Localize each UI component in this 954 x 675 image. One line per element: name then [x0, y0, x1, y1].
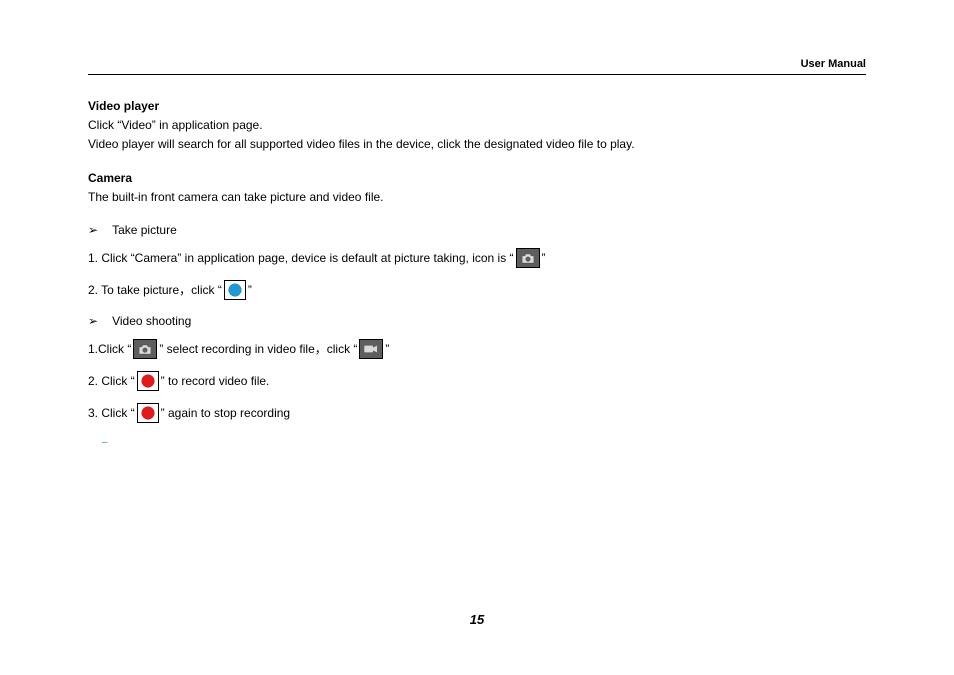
record-icon: [137, 403, 159, 423]
camera-section: Camera The built-in front camera can tak…: [88, 169, 866, 207]
vs-step1-text-c: ”: [385, 340, 389, 359]
video-shooting-label: Video shooting: [112, 312, 191, 331]
video-player-line2: Video player will search for all support…: [88, 135, 866, 154]
vs-step1-text-b: ” select recording in video file，click “: [159, 340, 357, 359]
header-divider: [88, 74, 866, 75]
chevron-icon: ➢: [88, 312, 98, 331]
take-picture-step2: 2. To take picture，click “ ”: [88, 280, 866, 300]
vs-step2-text-b: ” to record video file.: [161, 372, 270, 391]
page-number: 15: [0, 612, 954, 627]
record-icon: [137, 371, 159, 391]
take-picture-label: Take picture: [112, 221, 177, 240]
camera-heading: Camera: [88, 169, 866, 188]
video-player-heading: Video player: [88, 97, 866, 116]
video-shooting-step3: 3. Click “ ” again to stop recording: [88, 403, 866, 423]
video-shooting-bullet: ➢ Video shooting: [88, 312, 866, 331]
manual-page: User Manual Video player Click “Video” i…: [0, 0, 954, 675]
tp-step1-text-a: 1. Click “Camera” in application page, d…: [88, 249, 514, 268]
vs-step1-text-a: 1.Click “: [88, 340, 131, 359]
video-player-line1: Click “Video” in application page.: [88, 116, 866, 135]
take-picture-bullet: ➢ Take picture: [88, 221, 866, 240]
videocam-icon: [359, 339, 383, 359]
camera-intro: The built-in front camera can take pictu…: [88, 188, 866, 207]
camera-icon: [133, 339, 157, 359]
header-title: User Manual: [88, 58, 866, 74]
video-shooting-step2: 2. Click “ ” to record video file.: [88, 371, 866, 391]
tp-step2-text-b: ”: [248, 281, 252, 300]
green-mark: –: [102, 435, 866, 451]
video-shooting-step1: 1.Click “ ” select recording in video fi…: [88, 339, 866, 359]
camera-icon: [516, 248, 540, 268]
vs-step3-text-a: 3. Click “: [88, 404, 135, 423]
take-picture-step1: 1. Click “Camera” in application page, d…: [88, 248, 866, 268]
vs-step3-text-b: ” again to stop recording: [161, 404, 290, 423]
tp-step1-text-b: ”: [542, 249, 546, 268]
chevron-icon: ➢: [88, 221, 98, 240]
vs-step2-text-a: 2. Click “: [88, 372, 135, 391]
content-body: Video player Click “Video” in applicatio…: [88, 97, 866, 451]
shutter-icon: [224, 280, 246, 300]
video-player-section: Video player Click “Video” in applicatio…: [88, 97, 866, 155]
tp-step2-text-a: 2. To take picture，click “: [88, 281, 222, 300]
